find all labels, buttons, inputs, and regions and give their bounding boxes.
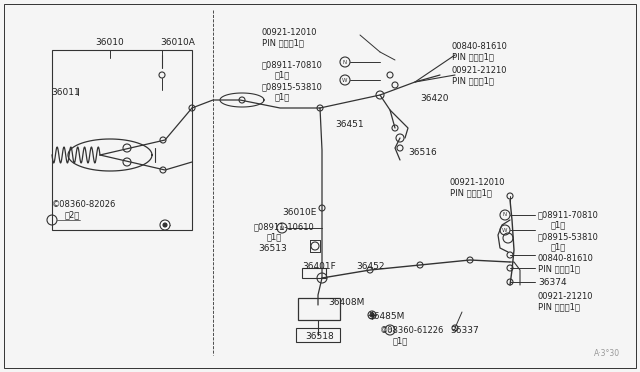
Text: 36010E: 36010E	[282, 208, 316, 217]
Text: 36401F: 36401F	[302, 262, 336, 271]
Text: N: N	[343, 60, 347, 64]
Text: 00921-12010: 00921-12010	[450, 178, 506, 187]
Text: 36513: 36513	[258, 244, 287, 253]
Text: 36374: 36374	[538, 278, 566, 287]
Text: N: N	[280, 225, 284, 231]
Text: （1）: （1）	[267, 232, 282, 241]
Text: 36010A: 36010A	[161, 38, 195, 47]
Bar	[298, 298, 340, 320]
Text: 36516: 36516	[408, 148, 436, 157]
Text: PIN ピン（1）: PIN ピン（1）	[538, 302, 580, 311]
Text: 36010: 36010	[95, 38, 124, 47]
Bar	[302, 268, 326, 278]
Text: PIN ピン（1）: PIN ピン（1）	[538, 264, 580, 273]
Text: A·3°30: A·3°30	[594, 349, 620, 358]
Text: ⓝ08911-70810: ⓝ08911-70810	[538, 210, 599, 219]
Text: W: W	[502, 228, 508, 232]
Text: （1）: （1）	[393, 336, 408, 345]
Text: 00921-12010: 00921-12010	[262, 28, 317, 37]
Text: ©08360-61226: ©08360-61226	[380, 326, 444, 335]
Text: PIN ピン（1）: PIN ピン（1）	[450, 188, 492, 197]
Text: 36451: 36451	[335, 120, 364, 129]
Text: 00840-81610: 00840-81610	[538, 254, 594, 263]
Text: （1）: （1）	[551, 220, 566, 229]
Text: W: W	[342, 77, 348, 83]
Text: N: N	[503, 212, 507, 218]
Text: 36420: 36420	[420, 94, 449, 103]
Text: ⓝ08911-70810: ⓝ08911-70810	[262, 60, 323, 69]
Text: 36011: 36011	[52, 88, 81, 97]
Text: Ⓠ08915-53810: Ⓠ08915-53810	[262, 82, 323, 91]
Text: S: S	[388, 327, 392, 333]
Text: ⓝ08911-10610: ⓝ08911-10610	[254, 222, 315, 231]
Text: （1）: （1）	[551, 242, 566, 251]
Text: 00921-21210: 00921-21210	[452, 66, 508, 75]
Circle shape	[160, 220, 170, 230]
Text: PIN ピン（1）: PIN ピン（1）	[452, 76, 494, 85]
Circle shape	[163, 223, 167, 227]
Text: ©08360-82026: ©08360-82026	[52, 200, 116, 209]
Text: 36408M: 36408M	[328, 298, 364, 307]
Text: 36452: 36452	[356, 262, 385, 271]
Text: （2）: （2）	[65, 210, 80, 219]
Text: 36485M: 36485M	[368, 312, 404, 321]
Text: PIN ピン（1）: PIN ピン（1）	[452, 52, 494, 61]
Text: 36518: 36518	[306, 332, 334, 341]
Text: 00921-21210: 00921-21210	[538, 292, 593, 301]
Text: （1）: （1）	[275, 70, 291, 79]
Text: PIN ピン（1）: PIN ピン（1）	[262, 38, 304, 47]
Circle shape	[370, 313, 374, 317]
Bar	[52, 50, 192, 230]
Text: Ⓠ08915-53810: Ⓠ08915-53810	[538, 232, 599, 241]
Bar	[296, 328, 340, 342]
Text: 36337: 36337	[450, 326, 479, 335]
Text: （1）: （1）	[275, 92, 291, 101]
Text: 00840-81610: 00840-81610	[452, 42, 508, 51]
